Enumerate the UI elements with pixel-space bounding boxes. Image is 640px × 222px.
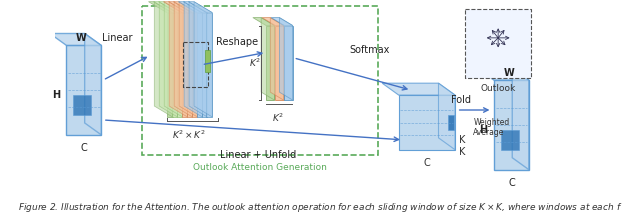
Polygon shape [84, 34, 101, 135]
Polygon shape [177, 13, 182, 117]
Polygon shape [159, 2, 182, 13]
Polygon shape [172, 13, 177, 117]
Polygon shape [477, 68, 529, 80]
Polygon shape [261, 18, 275, 100]
FancyArrowPatch shape [501, 26, 510, 43]
Polygon shape [164, 2, 182, 117]
Polygon shape [191, 13, 197, 117]
Polygon shape [168, 2, 193, 13]
Polygon shape [207, 13, 212, 117]
Polygon shape [475, 38, 522, 44]
Polygon shape [184, 2, 202, 117]
Polygon shape [500, 130, 519, 150]
Polygon shape [163, 2, 188, 13]
Polygon shape [275, 26, 284, 100]
Polygon shape [183, 2, 207, 13]
Polygon shape [475, 23, 522, 28]
Text: W: W [76, 34, 87, 44]
Polygon shape [154, 2, 177, 13]
Polygon shape [270, 18, 284, 100]
Polygon shape [174, 2, 193, 117]
Text: Outlook: Outlook [481, 84, 516, 93]
Polygon shape [382, 83, 455, 95]
Polygon shape [253, 18, 275, 26]
Text: K: K [458, 135, 465, 145]
Text: C: C [508, 178, 515, 188]
Text: $K^2$: $K^2$ [248, 57, 260, 69]
Polygon shape [194, 2, 212, 117]
Polygon shape [494, 80, 529, 170]
Polygon shape [284, 26, 292, 100]
Polygon shape [148, 2, 173, 13]
Bar [465, 9, 531, 78]
Text: H: H [479, 125, 488, 135]
Polygon shape [196, 13, 202, 117]
Text: C: C [81, 143, 87, 153]
FancyArrowPatch shape [489, 28, 500, 44]
Polygon shape [189, 2, 207, 117]
Text: W: W [504, 68, 515, 78]
Polygon shape [188, 2, 212, 13]
Polygon shape [182, 13, 188, 117]
Text: H: H [52, 90, 60, 100]
Polygon shape [187, 13, 193, 117]
Text: Softmax: Softmax [349, 45, 390, 55]
Text: Figure 2. Illustration for the Attention. The outlook attention operation for ea: Figure 2. Illustration for the Attention… [18, 201, 622, 214]
Polygon shape [262, 18, 284, 26]
Polygon shape [202, 13, 207, 117]
Polygon shape [179, 2, 202, 13]
Polygon shape [399, 95, 455, 150]
Text: C: C [424, 158, 430, 168]
Text: Outlook Attention Generation: Outlook Attention Generation [193, 163, 327, 172]
Polygon shape [280, 18, 292, 100]
Text: $K^2$: $K^2$ [272, 112, 284, 124]
Polygon shape [154, 2, 173, 117]
Text: Weighted
Average: Weighted Average [474, 118, 509, 137]
Polygon shape [169, 2, 188, 117]
Polygon shape [475, 52, 522, 58]
Bar [142, 6, 378, 155]
Polygon shape [67, 46, 101, 135]
Polygon shape [50, 34, 101, 46]
Polygon shape [449, 115, 454, 130]
Text: Fold: Fold [451, 95, 471, 105]
Polygon shape [159, 2, 177, 117]
Text: Linear + Unfold: Linear + Unfold [220, 150, 296, 160]
Polygon shape [512, 68, 529, 170]
Polygon shape [205, 50, 210, 72]
Polygon shape [166, 13, 173, 117]
Polygon shape [179, 2, 197, 117]
Text: Linear: Linear [102, 34, 132, 44]
Polygon shape [173, 2, 197, 13]
Polygon shape [266, 26, 275, 100]
Polygon shape [73, 95, 92, 115]
Text: Reshape: Reshape [216, 38, 258, 48]
Text: $K^2\times K^2$: $K^2\times K^2$ [172, 129, 206, 141]
Text: K: K [458, 147, 465, 157]
Polygon shape [438, 83, 455, 150]
Polygon shape [271, 18, 292, 26]
